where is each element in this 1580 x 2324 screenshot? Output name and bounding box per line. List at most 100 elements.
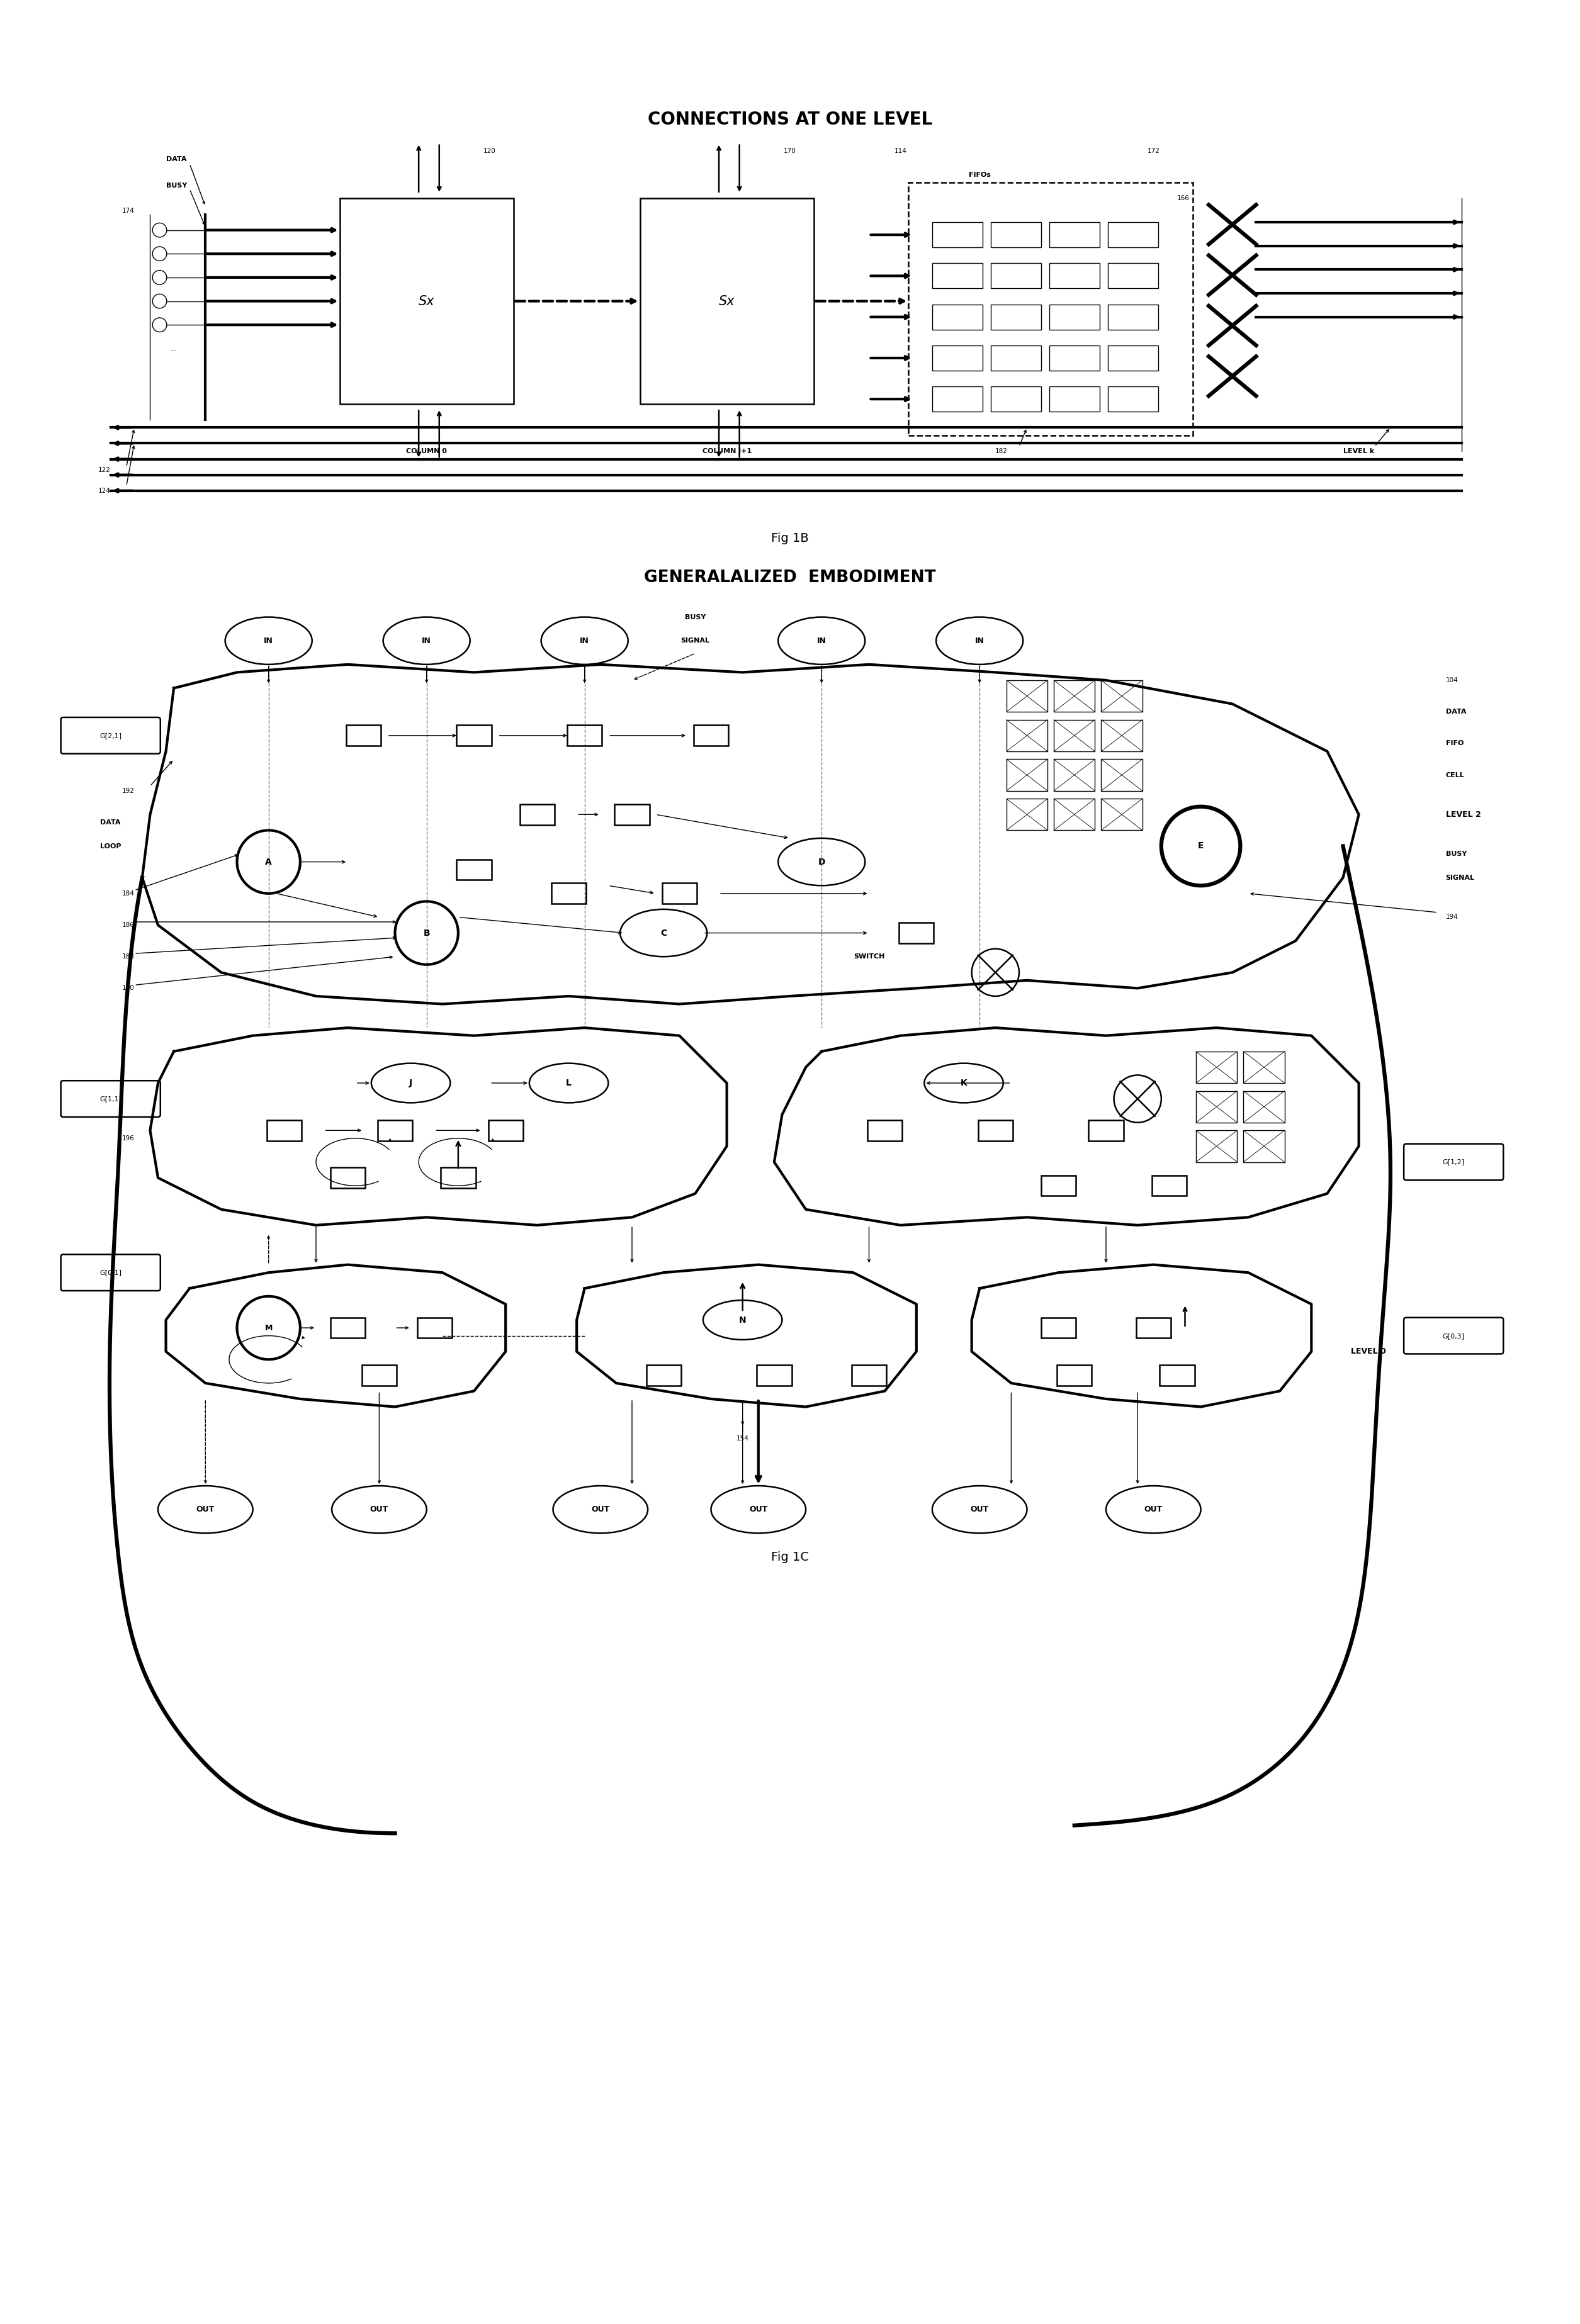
FancyBboxPatch shape [991, 386, 1041, 411]
Text: 104: 104 [1446, 676, 1458, 683]
Text: DATA: DATA [101, 820, 120, 825]
Text: SIGNAL: SIGNAL [681, 637, 709, 644]
FancyBboxPatch shape [932, 223, 983, 246]
Ellipse shape [711, 1485, 806, 1534]
FancyBboxPatch shape [1006, 760, 1048, 790]
Ellipse shape [619, 909, 708, 957]
Circle shape [1161, 806, 1240, 885]
Text: IN: IN [264, 637, 273, 644]
FancyBboxPatch shape [1403, 1143, 1504, 1181]
Text: COLUMN 0: COLUMN 0 [406, 449, 447, 456]
Text: J: J [409, 1078, 412, 1088]
FancyBboxPatch shape [378, 1120, 412, 1141]
FancyBboxPatch shape [362, 1364, 397, 1385]
Text: OUT: OUT [196, 1506, 215, 1513]
FancyBboxPatch shape [1136, 1318, 1171, 1339]
FancyBboxPatch shape [267, 1120, 302, 1141]
Text: 194: 194 [1446, 913, 1458, 920]
Text: E: E [1198, 841, 1204, 851]
FancyBboxPatch shape [1101, 681, 1142, 711]
Text: Sx: Sx [719, 295, 735, 307]
FancyBboxPatch shape [615, 804, 649, 825]
Text: 166: 166 [1177, 195, 1190, 202]
FancyBboxPatch shape [417, 1318, 452, 1339]
Text: G[0,1]: G[0,1] [100, 1269, 122, 1276]
FancyBboxPatch shape [1196, 1090, 1237, 1122]
Circle shape [972, 948, 1019, 997]
FancyBboxPatch shape [1152, 1176, 1187, 1197]
Ellipse shape [703, 1299, 782, 1339]
FancyBboxPatch shape [1049, 386, 1100, 411]
Text: FIFOs: FIFOs [969, 172, 991, 179]
FancyBboxPatch shape [1041, 1176, 1076, 1197]
Text: 186: 186 [122, 923, 134, 927]
Text: D: D [818, 858, 825, 867]
FancyBboxPatch shape [867, 1120, 902, 1141]
Ellipse shape [529, 1064, 608, 1104]
FancyBboxPatch shape [441, 1167, 476, 1188]
FancyBboxPatch shape [932, 263, 983, 288]
FancyBboxPatch shape [330, 1167, 365, 1188]
Text: GENERALALIZED  EMBODIMENT: GENERALALIZED EMBODIMENT [645, 569, 935, 586]
FancyBboxPatch shape [1006, 799, 1048, 830]
Text: IN: IN [975, 637, 984, 644]
Ellipse shape [1106, 1485, 1201, 1534]
Ellipse shape [540, 618, 629, 665]
Ellipse shape [332, 1485, 427, 1534]
Ellipse shape [371, 1064, 450, 1104]
Text: 188: 188 [122, 953, 134, 960]
Text: BUSY: BUSY [166, 184, 186, 188]
FancyBboxPatch shape [488, 1120, 523, 1141]
FancyBboxPatch shape [551, 883, 586, 904]
Ellipse shape [932, 1485, 1027, 1534]
Text: 190: 190 [122, 985, 134, 992]
Text: G[1,1]: G[1,1] [100, 1095, 122, 1102]
FancyBboxPatch shape [1089, 1120, 1123, 1141]
Circle shape [237, 830, 300, 892]
Text: 122: 122 [98, 467, 111, 474]
Text: 196: 196 [122, 1134, 134, 1141]
FancyBboxPatch shape [1101, 720, 1142, 751]
Text: 120: 120 [483, 149, 496, 153]
Circle shape [1114, 1076, 1161, 1122]
Text: LOOP: LOOP [100, 844, 122, 848]
FancyBboxPatch shape [1243, 1090, 1285, 1122]
Circle shape [395, 902, 458, 964]
Text: C: C [660, 930, 667, 937]
Text: Sx: Sx [419, 295, 434, 307]
Text: BUSY: BUSY [1446, 851, 1466, 858]
Text: 182: 182 [995, 449, 1008, 456]
Text: OUT: OUT [370, 1506, 389, 1513]
Text: CELL: CELL [1446, 772, 1465, 779]
Ellipse shape [935, 618, 1024, 665]
Text: B: B [423, 930, 430, 937]
FancyBboxPatch shape [1054, 720, 1095, 751]
FancyBboxPatch shape [1006, 720, 1048, 751]
FancyBboxPatch shape [1101, 760, 1142, 790]
Text: COLUMN j+1: COLUMN j+1 [702, 449, 752, 456]
FancyBboxPatch shape [908, 184, 1193, 435]
Text: 114: 114 [894, 149, 907, 153]
Text: SWITCH: SWITCH [853, 953, 885, 960]
FancyBboxPatch shape [978, 1120, 1013, 1141]
FancyBboxPatch shape [1049, 346, 1100, 370]
FancyBboxPatch shape [1243, 1129, 1285, 1162]
Text: N: N [739, 1315, 746, 1325]
Text: L: L [566, 1078, 572, 1088]
Text: CONNECTIONS AT ONE LEVEL: CONNECTIONS AT ONE LEVEL [648, 112, 932, 128]
Text: G[2,1]: G[2,1] [100, 732, 122, 739]
FancyBboxPatch shape [694, 725, 728, 746]
FancyBboxPatch shape [1108, 223, 1158, 246]
FancyBboxPatch shape [1054, 760, 1095, 790]
Text: OUT: OUT [970, 1506, 989, 1513]
FancyBboxPatch shape [932, 346, 983, 370]
FancyBboxPatch shape [1049, 263, 1100, 288]
Text: LEVEL 2: LEVEL 2 [1446, 811, 1480, 818]
FancyBboxPatch shape [340, 198, 514, 404]
FancyBboxPatch shape [852, 1364, 886, 1385]
Text: LEVEL k: LEVEL k [1343, 449, 1375, 456]
Text: 170: 170 [784, 149, 796, 153]
Text: 172: 172 [1147, 149, 1160, 153]
FancyBboxPatch shape [1108, 263, 1158, 288]
FancyBboxPatch shape [1403, 1318, 1504, 1355]
